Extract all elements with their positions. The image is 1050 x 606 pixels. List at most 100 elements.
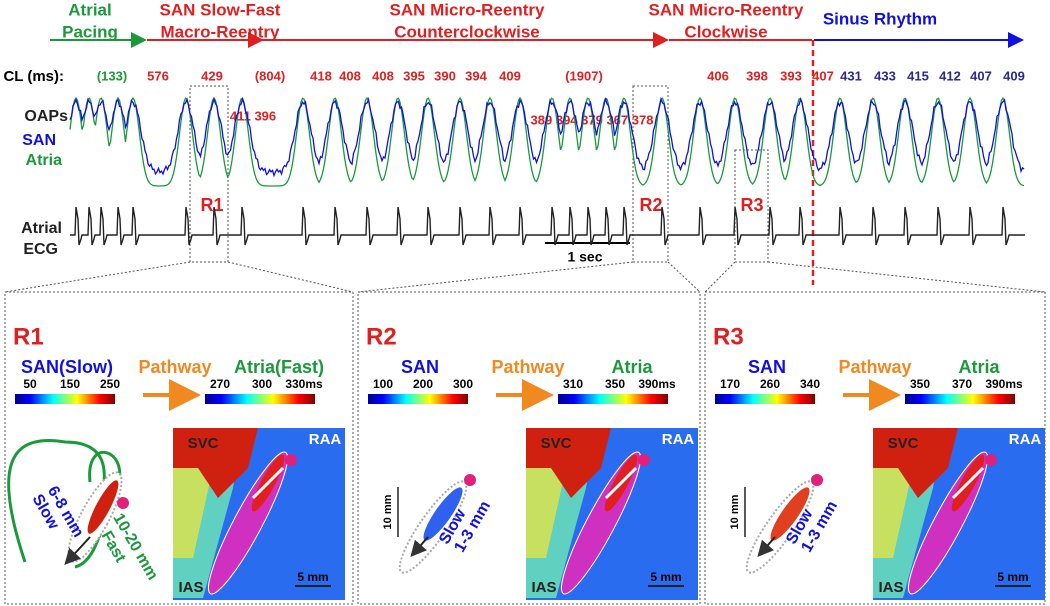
atria-scale-tick: 270: [210, 377, 230, 391]
phase-label: Atrial: [68, 0, 111, 19]
map-exit: [985, 454, 997, 466]
atria-colorbar: [558, 394, 668, 404]
atria-scale-tick: 350: [605, 377, 625, 391]
ecg-trace: [70, 206, 1025, 246]
pathway-label: Pathway: [138, 357, 211, 377]
phase-label: SAN Micro-Reentry: [390, 0, 545, 19]
phase-label: Counterclockwise: [394, 22, 540, 41]
san-label: SAN: [748, 357, 786, 377]
trace-label: SAN: [22, 132, 56, 149]
diagram-scale: 10 mm: [382, 494, 394, 529]
region-label: R3: [740, 195, 763, 215]
atria-scale-tick: 310: [563, 377, 583, 391]
trace-label: OAPs: [24, 108, 68, 125]
region-label: R2: [639, 195, 662, 215]
phase-label: Macro-Reentry: [160, 22, 280, 41]
san-scale-tick: 260: [760, 377, 780, 391]
atria-label: Atria: [958, 357, 1000, 377]
map-arrow: [604, 466, 638, 500]
cycle-length: 395: [403, 68, 425, 83]
san-scale-tick: 340: [800, 377, 820, 391]
cycle-length: 390: [434, 68, 456, 83]
panel: R1 SAN(Slow) Pathway Atria(Fast) 50 150 250 270…: [7, 323, 345, 600]
san-scale-tick: 300: [453, 377, 473, 391]
san-scale-tick: 100: [373, 377, 393, 391]
map-exit: [285, 454, 297, 466]
map-label: SVC: [188, 435, 219, 452]
map-label: IAS: [531, 579, 556, 596]
map-label: IAS: [878, 579, 903, 596]
map-region: [526, 468, 566, 558]
atria-trace: [69, 96, 1025, 187]
san-scale-tick: 200: [413, 377, 433, 391]
slow-core: [770, 487, 810, 541]
map-region: [526, 428, 611, 498]
exit-site: [811, 474, 823, 486]
time-scale: 1 sec: [567, 249, 602, 265]
cycle-length: 433: [874, 68, 896, 83]
atria-scale-tick: 330ms: [285, 377, 323, 391]
phase-label: SAN Slow-Fast: [160, 0, 281, 19]
panel-title: R3: [713, 323, 744, 350]
atria-scale-tick: 350: [910, 377, 930, 391]
phase-label: Clockwise: [684, 22, 767, 41]
san-scale-tick: 50: [23, 377, 37, 391]
san-trace: [69, 96, 1025, 178]
phase-label: SAN Micro-Reentry: [649, 0, 804, 19]
cycle-length: 408: [339, 68, 361, 83]
map-arrow: [251, 466, 285, 500]
san-scale-tick: 170: [720, 377, 740, 391]
san-colorbar: [368, 394, 468, 404]
secondary-cl: 389 394 379 367 378: [531, 112, 654, 127]
map-label: SVC: [888, 435, 919, 452]
cycle-length: 393: [780, 68, 802, 83]
map-scalebar: 5 mm: [297, 570, 328, 584]
map-label: RAA: [1009, 431, 1042, 448]
map-region: [873, 468, 913, 558]
map-scalebar: 5 mm: [997, 570, 1028, 584]
pathway-label: Pathway: [838, 357, 911, 377]
phase-label: Sinus Rhythm: [823, 9, 937, 28]
cycle-length: 407: [970, 68, 992, 83]
panel-title: R1: [13, 323, 44, 350]
map-region: [873, 428, 958, 498]
pathway-label: Pathway: [491, 357, 564, 377]
slow-arrow: [410, 536, 429, 557]
san-colorbar: [715, 394, 815, 404]
cycle-length: (133): [97, 68, 127, 83]
atria-scale-tick: 370: [952, 377, 972, 391]
map-region: [173, 468, 213, 558]
map-scalebar: 5 mm: [650, 570, 681, 584]
map-region: [173, 428, 258, 498]
san-label: SAN(Slow): [21, 357, 113, 377]
san-scale-tick: 150: [60, 377, 80, 391]
cycle-length: 409: [1003, 68, 1025, 83]
cycle-length: 408: [372, 68, 394, 83]
atria-colorbar: [905, 394, 1015, 404]
cycle-length: 412: [939, 68, 961, 83]
cycle-length: 407: [812, 68, 834, 83]
map-label: SVC: [541, 435, 572, 452]
cl-label: CL (ms):: [3, 68, 64, 85]
atria-scale-tick: 390ms: [638, 377, 676, 391]
trace-label: Atrial: [21, 220, 62, 237]
map-label: RAA: [662, 431, 695, 448]
cycle-length: (1907): [565, 68, 603, 83]
cycle-length: 415: [907, 68, 929, 83]
san-colorbar: [15, 394, 115, 404]
slow-core: [87, 480, 119, 534]
phase-label: Pacing: [62, 22, 118, 41]
atria-label: Atria: [611, 357, 653, 377]
trace-label: ECG: [23, 241, 58, 258]
atria-scale-tick: 300: [252, 377, 272, 391]
cycle-length: 394: [465, 68, 487, 83]
trace-label: Atria: [26, 152, 63, 169]
cycle-length: 431: [840, 68, 862, 83]
cycle-length: 576: [147, 68, 169, 83]
secondary-cl: 411 396: [230, 108, 276, 123]
map-arrow: [951, 466, 985, 500]
atria-label: Atria(Fast): [234, 357, 324, 377]
